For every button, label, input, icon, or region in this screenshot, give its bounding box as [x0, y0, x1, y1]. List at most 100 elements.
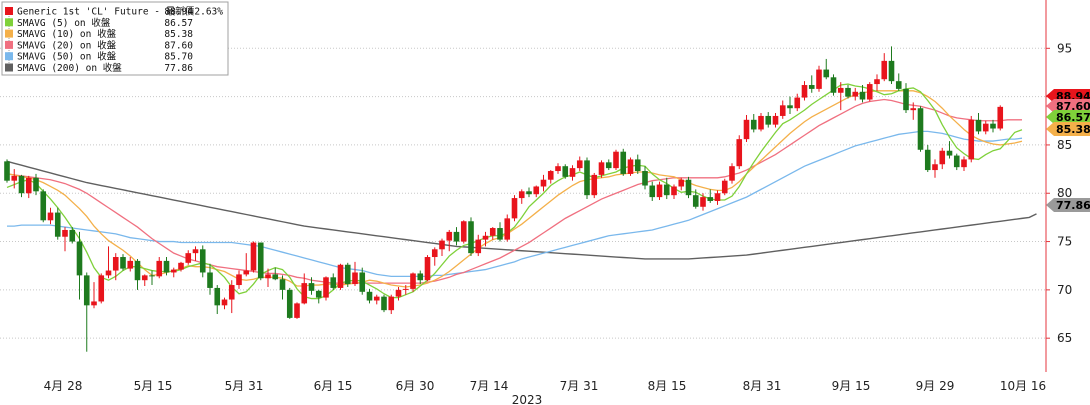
- legend-label: SMAVG (50) on 收盤: [17, 51, 117, 63]
- legend-swatch: [5, 29, 13, 38]
- candle-body: [540, 179, 547, 187]
- legend-swatch: [5, 52, 13, 61]
- candle-body: [315, 290, 322, 298]
- candle-body: [584, 160, 590, 196]
- candle-body: [772, 115, 779, 125]
- candle-body: [47, 212, 54, 221]
- candle-body: [112, 257, 119, 271]
- candle-body: [910, 108, 917, 111]
- candle-body: [265, 274, 271, 279]
- candle-body: [801, 85, 808, 98]
- candle-body: [453, 231, 460, 242]
- candle-body: [402, 288, 409, 290]
- value-tag: [1046, 99, 1090, 113]
- candle-body: [366, 291, 373, 301]
- value-tag-label: 85.38: [1056, 123, 1090, 136]
- candle-body: [576, 160, 583, 169]
- candle-body: [620, 151, 627, 174]
- candle-body: [953, 155, 960, 168]
- candle-body: [120, 257, 126, 269]
- candle-body: [866, 84, 873, 100]
- candle-body: [598, 162, 605, 175]
- candle-body: [946, 150, 953, 156]
- candle-body: [410, 273, 416, 289]
- candle-body: [990, 123, 996, 129]
- y-axis: 65707580859095: [1046, 41, 1072, 345]
- candle-body: [243, 270, 250, 275]
- legend-value: 87.60: [164, 40, 193, 51]
- candle-body: [475, 239, 482, 254]
- legend-change: 2.63%: [194, 7, 223, 18]
- value-tag-label: 77.86: [1056, 199, 1090, 212]
- x-tick-label: 7月 14: [470, 379, 509, 393]
- candle-body: [170, 269, 177, 273]
- y-tick-label: 65: [1057, 331, 1072, 345]
- value-tag-label: 87.60: [1056, 100, 1090, 113]
- candle-body: [845, 87, 851, 97]
- legend-value: 85.38: [164, 29, 193, 40]
- candle-body: [62, 229, 68, 237]
- candle-body: [11, 175, 18, 181]
- candle-body: [562, 166, 569, 177]
- candle-body: [199, 249, 206, 273]
- x-tick-label: 10月 16: [1000, 379, 1046, 393]
- candle-body: [743, 119, 750, 140]
- y-tick-label: 95: [1057, 41, 1072, 55]
- candle-body: [765, 115, 772, 125]
- y-tick-label: 75: [1057, 235, 1072, 249]
- candle-body: [163, 260, 170, 273]
- y-tick-label: 70: [1057, 283, 1072, 297]
- candle-body: [33, 177, 39, 192]
- candle-body: [504, 218, 511, 240]
- candle-body: [279, 279, 286, 290]
- candle-body: [692, 195, 699, 207]
- candle-body: [257, 242, 264, 279]
- candle-body: [729, 166, 735, 181]
- candle-body: [4, 161, 10, 181]
- candle-body: [808, 85, 815, 89]
- candle-body: [895, 81, 902, 89]
- candle-body: [388, 296, 395, 311]
- candle-body: [852, 91, 859, 97]
- x-tick-label: 6月 15: [314, 379, 353, 393]
- candle-body: [830, 77, 837, 93]
- legend-swatch: [5, 63, 13, 72]
- legend-label: SMAVG (20) on 收盤: [17, 39, 117, 51]
- candle-body: [917, 108, 924, 150]
- candle-body: [192, 249, 199, 254]
- candle-body: [54, 212, 61, 237]
- legend-label: SMAVG (10) on 收盤: [17, 28, 117, 40]
- x-tick-label: 5月 31: [225, 379, 264, 393]
- candle-body: [511, 198, 518, 219]
- candle-body: [330, 277, 337, 288]
- candle-body: [446, 231, 453, 241]
- candle-body: [961, 159, 967, 168]
- candle-body: [489, 228, 496, 236]
- candle-body: [98, 275, 105, 302]
- candle-body: [932, 164, 938, 171]
- candle-body: [700, 197, 706, 207]
- candle-body: [156, 260, 163, 277]
- x-tick-label: 9月 29: [916, 379, 955, 393]
- legend-swatch: [5, 18, 13, 27]
- candle-body: [758, 115, 764, 130]
- candle-body: [439, 240, 445, 250]
- candle-body: [83, 275, 90, 306]
- candle-body: [591, 174, 598, 196]
- candle-body: [468, 221, 474, 254]
- candle-body: [141, 275, 148, 281]
- candle-body: [417, 273, 424, 281]
- candle-body: [903, 88, 909, 111]
- candle-body: [337, 264, 344, 288]
- candle-body: [323, 277, 329, 298]
- candle-body: [569, 168, 576, 177]
- candle-body: [40, 191, 47, 221]
- candle-body: [228, 285, 235, 300]
- x-axis: 4月 28 5月 15 5月 31 6月 15 6月 30 7月 14 7月 31 8月 15…: [44, 379, 1047, 405]
- candle-body: [736, 139, 743, 167]
- y-tick-label: 85: [1057, 138, 1072, 152]
- candle-body: [779, 105, 786, 116]
